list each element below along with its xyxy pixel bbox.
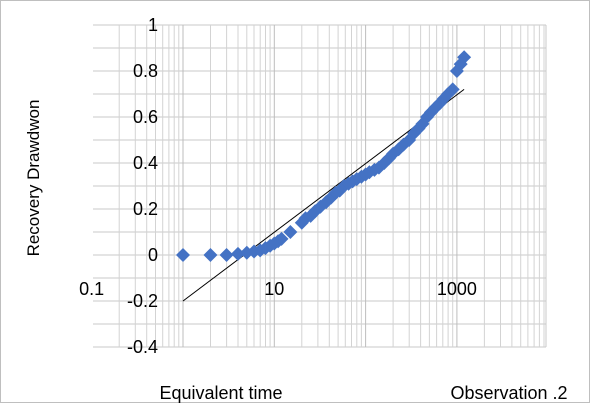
x-tick-label: 10 (264, 279, 284, 299)
data-point (283, 225, 298, 239)
observation-annotation: Observation .2 (450, 383, 567, 403)
x-tick-label: 0.1 (79, 279, 104, 299)
y-tick-label: -0.2 (127, 291, 158, 311)
data-point (176, 248, 190, 262)
data-point (274, 231, 289, 246)
data-point (457, 50, 472, 65)
y-tick-label: 0.2 (133, 199, 158, 219)
x-tick-label: 1000 (437, 279, 477, 299)
y-tick-label: 0.4 (133, 153, 158, 173)
y-tick-label: 0 (148, 245, 158, 265)
y-tick-labels: -0.4 -0.2 0 0.2 0.4 0.6 0.8 1 (127, 15, 158, 357)
gridlines (93, 24, 547, 348)
x-tick-labels: 0.1 10 1000 (79, 279, 477, 299)
y-axis-label: Recovery Drawdwon (24, 100, 43, 257)
data-point (445, 82, 460, 97)
y-tick-label: -0.4 (127, 337, 158, 357)
x-axis-label: Equivalent time (159, 383, 282, 403)
y-tick-label: 0.6 (133, 107, 158, 127)
data-point (203, 248, 218, 262)
y-tick-label: 1 (148, 15, 158, 35)
data-point (219, 248, 234, 262)
data-point (230, 246, 245, 261)
data-markers (176, 50, 472, 262)
y-tick-label: 0.8 (133, 61, 158, 81)
